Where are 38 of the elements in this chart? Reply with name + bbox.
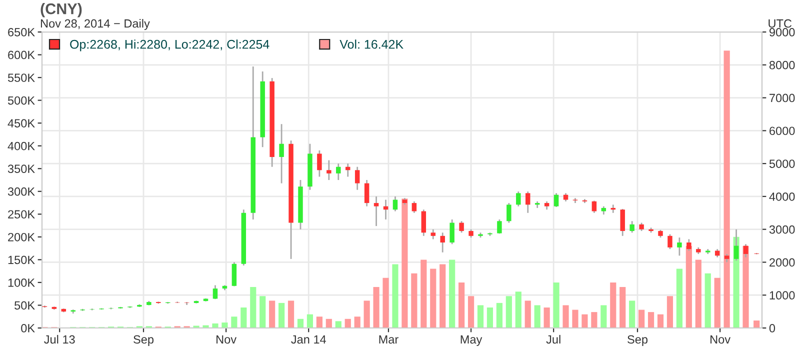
text: UTC [768,19,792,28]
y-tick-label: 400K [8,142,35,150]
x-tick-label: Jul 13 [44,334,75,344]
y2-tick-label: 4000 [769,192,795,201]
x-tick-label: Nov [216,335,237,344]
y-tick-label: 350K [8,164,35,174]
y-tick-label: 100K [8,278,35,287]
y2-tick-label: 5000 [769,160,795,168]
y-tick-label: 250K [8,210,35,219]
y-tick-label: 450K [8,119,35,128]
x-tick-label: Jul [546,334,560,344]
chart-subtitle: Nov 28, 2014 − Daily [40,19,150,30]
y-tick-label: 150K [8,256,35,264]
y2-tick-label: 6000 [770,126,795,136]
x-tick-label: May [460,335,482,346]
x-tick-label: Mar [379,335,398,344]
y-tick-label: 300K [8,187,35,196]
y-tick-label: 0K [21,324,35,332]
chart-title: (CNY) [40,3,82,18]
y2-tick-label: 8000 [769,60,795,70]
y2-tick-label: 2000 [770,258,795,267]
x-tick-label: Nov [710,335,730,344]
legend-label: Op:2268, Hi:2280, Lo:2242, Cl:2254 [70,40,270,52]
y-tick-label: 550K [8,74,35,82]
x-tick-label: Sep [134,335,154,346]
y-tick-label: 500K [8,96,35,105]
y2-tick-label: 3000 [769,225,795,234]
y2-tick-label: 7000 [770,94,795,102]
y-tick-label: 650K [8,28,35,36]
y2-tick-label: 9000 [770,28,795,36]
x-tick-label: Sep [628,335,648,346]
y-tick-label: 600K [8,50,35,60]
y2-tick-label: 0 [769,324,776,332]
y-tick-label: 200K [8,232,35,242]
y2-tick-label: 1000 [770,291,795,300]
x-tick-label: Jan 14 [291,335,326,344]
legend-label: Vol: 16.42K [340,40,404,49]
y-tick-label: 50K [14,301,35,310]
